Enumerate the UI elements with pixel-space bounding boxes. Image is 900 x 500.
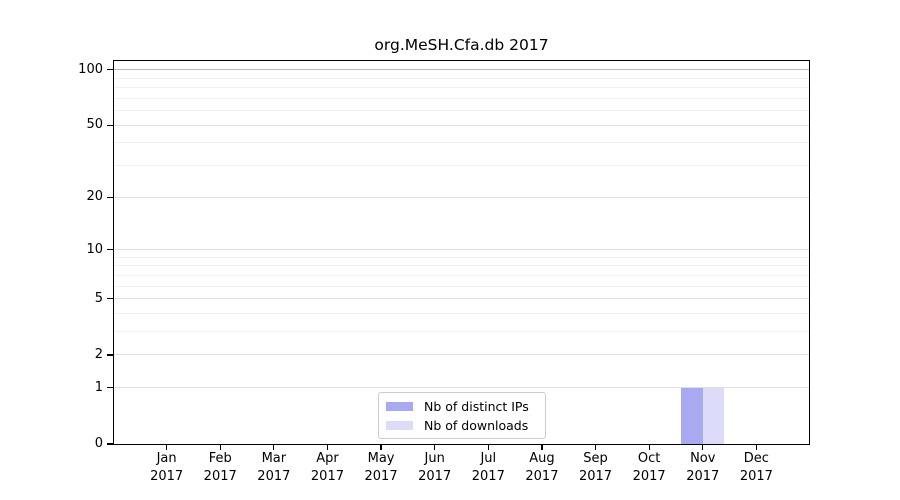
x-tick-label-line: Nov: [690, 451, 716, 466]
x-tick-label-apr-2017: Apr 2017: [293, 450, 361, 485]
x-tick-label-aug-2017: Aug 2017: [508, 450, 576, 485]
x-tick-label-line: Dec: [743, 451, 769, 466]
x-tick-apr-2017: [326, 444, 329, 450]
y-tick-label-2: 2: [94, 346, 103, 362]
gridline-major-10: [113, 249, 810, 251]
gridline-major-2: [113, 354, 810, 356]
gridline-minor-60: [113, 110, 810, 112]
x-tick-label-line: 2017: [257, 468, 291, 484]
gridline-minor-30: [113, 165, 810, 167]
x-tick-nov-2017: [702, 444, 704, 450]
x-tick-aug-2017: [541, 444, 543, 450]
x-tick-mar-2017: [273, 444, 275, 450]
x-tick-label-nov-2017: Nov 2017: [669, 450, 737, 485]
y-tick-label-5: 5: [94, 290, 103, 306]
y-tick-100: [107, 69, 113, 71]
legend-swatch-nb-of-downloads: [386, 420, 413, 430]
x-tick-label-line: 2017: [203, 468, 237, 484]
x-tick-jan-2017: [166, 444, 168, 450]
x-tick-label-line: Jul: [480, 451, 497, 466]
plot-area-border: [113, 60, 810, 445]
x-tick-label-line: 2017: [364, 468, 398, 484]
x-tick-label-line: 2017: [418, 468, 452, 484]
gridline-minor-4: [113, 313, 810, 314]
x-tick-label-line: Oct: [637, 451, 661, 466]
gridline-major-50: [113, 124, 810, 126]
x-tick-label-dec-2017: Dec 2017: [722, 450, 790, 485]
x-tick-label-line: Sep: [583, 451, 608, 466]
y-tick-label-10: 10: [86, 241, 103, 257]
y-tick-20: [107, 196, 113, 198]
x-tick-label-line: 2017: [150, 468, 184, 484]
x-tick-label-jan-2017: Jan 2017: [133, 450, 201, 485]
x-tick-label-line: 2017: [578, 468, 613, 484]
gridline-minor-80: [113, 87, 810, 89]
x-tick-label-line: Aug: [529, 451, 555, 466]
x-tick-label-line: Jan: [156, 451, 177, 466]
gridline-minor-7: [113, 274, 810, 276]
x-tick-label-may-2017: May 2017: [347, 450, 415, 485]
gridline-major-100: [113, 69, 810, 71]
gridline-minor-3: [113, 331, 810, 333]
y-tick-label-20: 20: [86, 189, 103, 205]
x-tick-label-oct-2017: Oct 2017: [615, 450, 683, 485]
x-tick-label-line: Apr: [316, 451, 339, 466]
x-tick-oct-2017: [648, 444, 650, 450]
gridline-minor-6: [113, 285, 810, 287]
gridline-minor-40: [113, 142, 810, 144]
x-tick-jun-2017: [434, 444, 436, 450]
x-tick-label-jun-2017: Jun 2017: [401, 450, 469, 485]
x-tick-label-line: May: [367, 451, 395, 466]
y-tick-label-50: 50: [86, 117, 103, 133]
gridline-major-1: [113, 387, 810, 389]
x-tick-label-line: 2017: [632, 468, 666, 484]
y-tick-label-0: 0: [94, 436, 103, 451]
y-tick-10: [107, 248, 113, 251]
gridline-major-5: [113, 298, 810, 300]
x-tick-label-line: 2017: [739, 468, 773, 484]
gridline-major-20: [113, 196, 810, 198]
y-tick-0: [107, 443, 113, 445]
x-tick-label-line: 2017: [686, 468, 720, 484]
x-tick-sep-2017: [594, 444, 597, 450]
legend-swatch-nb-of-distinct-ips: [386, 401, 413, 411]
legend-entry-nb-of-distinct-ips: Nb of distinct IPs: [386, 398, 545, 415]
x-tick-label-mar-2017: Mar 2017: [240, 450, 308, 485]
legend: Nb of distinct IPs Nb of downloads: [378, 392, 546, 439]
y-tick-label-1: 1: [94, 379, 103, 395]
x-tick-jul-2017: [487, 444, 489, 450]
x-tick-label-line: Mar: [261, 451, 287, 466]
legend-label: Nb of downloads: [424, 417, 529, 433]
gridline-minor-9: [113, 256, 810, 258]
chart-title: org.MeSH.Cfa.db 2017: [374, 36, 549, 54]
gridline-minor-90: [113, 77, 810, 79]
x-tick-label-sep-2017: Sep 2017: [562, 450, 630, 485]
x-tick-may-2017: [380, 444, 382, 450]
x-tick-dec-2017: [755, 444, 757, 450]
y-tick-label-100: 100: [78, 61, 103, 77]
x-tick-label-line: 2017: [310, 468, 344, 484]
x-tick-label-line: 2017: [471, 468, 505, 484]
x-tick-label-jul-2017: Jul 2017: [454, 450, 522, 485]
legend-entry-nb-of-downloads: Nb of downloads: [386, 417, 545, 434]
x-tick-feb-2017: [219, 444, 221, 450]
bar-nb-of-distinct-ips-nov-2017: [681, 387, 703, 444]
legend-label: Nb of distinct IPs: [424, 398, 529, 414]
y-tick-1: [107, 387, 113, 389]
gridline-minor-8: [113, 265, 810, 267]
x-tick-label-feb-2017: Feb 2017: [186, 450, 254, 485]
y-tick-50: [107, 124, 113, 126]
x-tick-label-line: Jun: [424, 451, 445, 466]
x-tick-label-line: 2017: [525, 468, 559, 484]
x-tick-label-line: Feb: [208, 451, 232, 466]
bar-nb-of-downloads-nov-2017: [702, 387, 725, 444]
y-tick-2: [107, 354, 113, 356]
gridline-minor-70: [113, 97, 810, 99]
y-tick-5: [107, 298, 113, 300]
